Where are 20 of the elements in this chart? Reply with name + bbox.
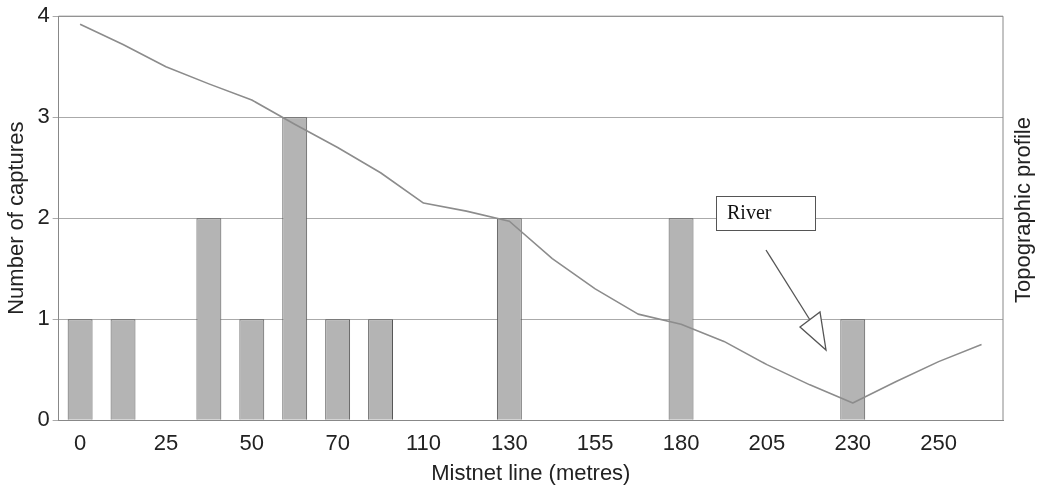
y-axis-title: Number of captures: [3, 121, 29, 315]
x-tick-label: 180: [662, 430, 700, 456]
x-tick-label: 130: [491, 430, 528, 456]
x-tick-label: 110: [405, 430, 442, 456]
annotation: River: [716, 196, 817, 231]
x-tick-label: 250: [920, 430, 957, 456]
y-tick-label: 1: [37, 305, 50, 331]
x-tick-label: 25: [153, 430, 179, 456]
y2-axis-title: Topographic profile: [1010, 117, 1036, 303]
y-tick-label: 4: [37, 2, 50, 28]
x-tick-label: 0: [73, 430, 87, 456]
y-tick-label: 0: [37, 406, 50, 432]
y-tick-label: 2: [37, 204, 50, 230]
x-axis-title: Mistnet line (metres): [431, 459, 631, 485]
x-tick-label: 230: [834, 430, 872, 456]
x-tick-label: 205: [748, 430, 786, 456]
x-tick-label: 50: [239, 430, 265, 456]
y-tick-label: 3: [37, 103, 50, 129]
x-tick-label: 155: [576, 430, 614, 456]
x-tick-label: 70: [325, 430, 350, 456]
